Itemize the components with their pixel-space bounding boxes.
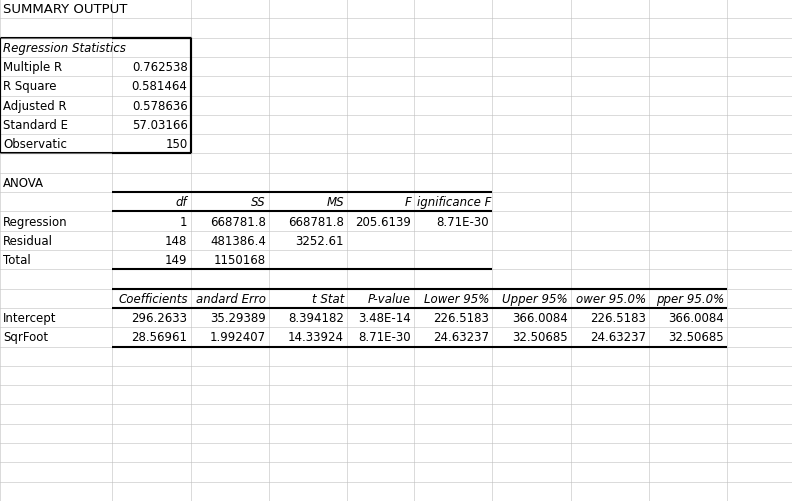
Text: 3252.61: 3252.61 bbox=[295, 234, 344, 247]
Text: 1150168: 1150168 bbox=[214, 254, 266, 267]
Text: pper 95.0%: pper 95.0% bbox=[656, 292, 724, 305]
Text: t Stat: t Stat bbox=[311, 292, 344, 305]
Text: 205.6139: 205.6139 bbox=[355, 215, 411, 228]
Text: 296.2633: 296.2633 bbox=[131, 312, 188, 325]
Text: 32.50685: 32.50685 bbox=[512, 331, 568, 344]
Text: Lower 95%: Lower 95% bbox=[424, 292, 489, 305]
Text: df: df bbox=[176, 196, 188, 209]
Text: 366.0084: 366.0084 bbox=[512, 312, 568, 325]
Bar bbox=[0, 39, 191, 154]
Text: ower 95.0%: ower 95.0% bbox=[576, 292, 645, 305]
Text: Observatic: Observatic bbox=[3, 138, 67, 151]
Text: 481386.4: 481386.4 bbox=[210, 234, 266, 247]
Text: andard Erro: andard Erro bbox=[196, 292, 266, 305]
Text: 149: 149 bbox=[165, 254, 188, 267]
Text: 1.992407: 1.992407 bbox=[210, 331, 266, 344]
Text: P-value: P-value bbox=[368, 292, 411, 305]
Text: Multiple R: Multiple R bbox=[3, 61, 63, 74]
Text: Regression: Regression bbox=[3, 215, 68, 228]
Text: Total: Total bbox=[3, 254, 31, 267]
Text: R Square: R Square bbox=[3, 80, 57, 93]
Text: 1: 1 bbox=[180, 215, 188, 228]
Text: 35.29389: 35.29389 bbox=[210, 312, 266, 325]
Text: 57.03166: 57.03166 bbox=[131, 119, 188, 132]
Text: 8.71E-30: 8.71E-30 bbox=[436, 215, 489, 228]
Text: ignificance F: ignificance F bbox=[417, 196, 492, 209]
Text: 24.63237: 24.63237 bbox=[433, 331, 489, 344]
Text: Residual: Residual bbox=[3, 234, 53, 247]
Text: 0.762538: 0.762538 bbox=[131, 61, 188, 74]
Text: 150: 150 bbox=[166, 138, 188, 151]
Text: SUMMARY OUTPUT: SUMMARY OUTPUT bbox=[3, 3, 128, 16]
Text: Adjusted R: Adjusted R bbox=[3, 100, 67, 112]
Text: Standard E: Standard E bbox=[3, 119, 68, 132]
Text: Intercept: Intercept bbox=[3, 312, 57, 325]
Text: 668781.8: 668781.8 bbox=[210, 215, 266, 228]
Text: 14.33924: 14.33924 bbox=[288, 331, 344, 344]
Text: SqrFoot: SqrFoot bbox=[3, 331, 48, 344]
Text: F: F bbox=[404, 196, 411, 209]
Text: 0.581464: 0.581464 bbox=[131, 80, 188, 93]
Text: 8.394182: 8.394182 bbox=[288, 312, 344, 325]
Text: 24.63237: 24.63237 bbox=[590, 331, 645, 344]
Text: 366.0084: 366.0084 bbox=[668, 312, 724, 325]
Text: 668781.8: 668781.8 bbox=[288, 215, 344, 228]
Text: 226.5183: 226.5183 bbox=[433, 312, 489, 325]
Text: 3.48E-14: 3.48E-14 bbox=[358, 312, 411, 325]
Text: Regression Statistics: Regression Statistics bbox=[3, 42, 126, 55]
Text: MS: MS bbox=[326, 196, 344, 209]
Text: 0.578636: 0.578636 bbox=[131, 100, 188, 112]
Text: 8.71E-30: 8.71E-30 bbox=[359, 331, 411, 344]
Text: 28.56961: 28.56961 bbox=[131, 331, 188, 344]
Text: Upper 95%: Upper 95% bbox=[502, 292, 568, 305]
Text: ANOVA: ANOVA bbox=[3, 176, 44, 189]
Text: 226.5183: 226.5183 bbox=[590, 312, 645, 325]
Text: Coefficients: Coefficients bbox=[118, 292, 188, 305]
Text: 32.50685: 32.50685 bbox=[668, 331, 724, 344]
Text: SS: SS bbox=[251, 196, 266, 209]
Text: 148: 148 bbox=[166, 234, 188, 247]
